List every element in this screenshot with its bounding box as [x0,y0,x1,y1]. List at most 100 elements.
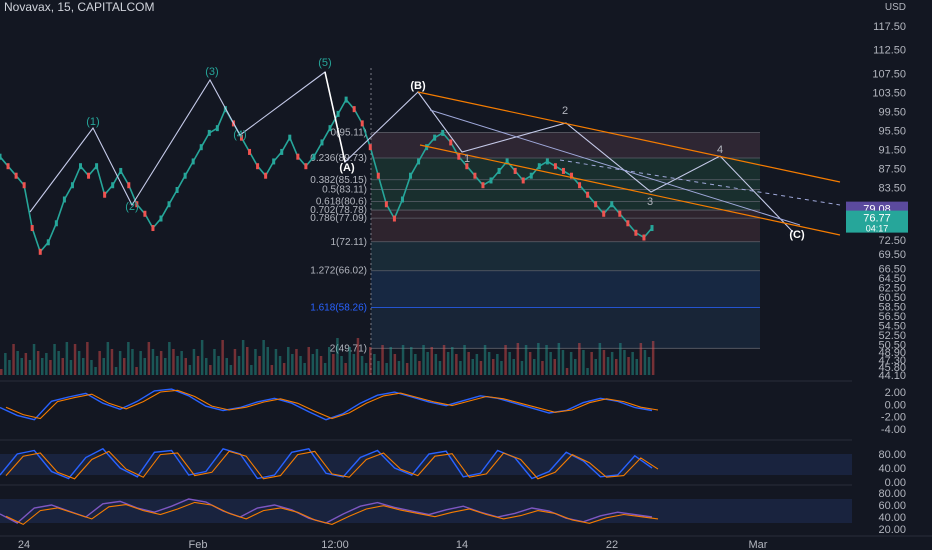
fib-level-label: 0.618(80.6) [316,196,367,207]
candle [264,172,268,179]
volume-bar [508,352,511,375]
volume-bar [295,349,298,375]
wave-label: (1) [86,116,99,128]
volume-bar [319,356,323,375]
fib-zone [371,189,760,202]
volume-bar [176,356,179,375]
volume-bar [0,369,3,375]
price-tick: 45.80 [878,362,906,374]
fib-zone [371,179,760,190]
fib-zone [371,241,760,271]
fib-zone [371,210,760,219]
volume-bar [155,356,159,375]
candle [561,167,565,174]
indicator-tick: 40.00 [878,463,906,475]
volume-bar [492,359,495,375]
candle [602,210,606,217]
candle [111,182,115,189]
candle [481,182,485,189]
indicator-signal-line [5,450,659,480]
time-tick: 22 [606,539,618,550]
indicator-tick: 0.00 [885,477,906,489]
volume-bar [500,361,503,375]
volume-bar [619,343,622,375]
candle [248,148,252,155]
volume-bar [184,358,187,375]
candle [610,201,614,208]
candle [441,129,445,136]
volume-bar [344,363,347,375]
volume-bar [516,343,520,375]
candle [360,120,364,127]
price-tick: 112.50 [873,45,906,57]
volume-bar [553,359,556,375]
volume-bar [512,359,515,375]
candle [537,163,541,170]
volume-bar [381,345,384,375]
volume-bar [635,359,638,375]
volume-bar [561,350,565,375]
indicator-tick: 80.00 [878,449,906,461]
candle [586,191,590,198]
volume-bar [369,347,372,375]
volume-bar [266,347,269,375]
fib-level-label: 0.236(89.73) [310,153,367,164]
volume-bar [594,359,597,375]
candle [594,201,598,208]
volume-bar [479,361,483,375]
volume-bar [438,361,442,375]
wave-label: 2 [562,105,568,117]
volume-bar [258,356,261,375]
candle [553,163,557,170]
volume-bar [496,354,499,375]
volume-bar [188,365,192,375]
candle [433,134,437,141]
candle [642,234,646,241]
volume-bar [631,352,634,375]
volume-bar [233,349,237,375]
candle [46,239,50,246]
candle [143,210,147,217]
volume-bar [213,349,216,375]
price-tick: 72.50 [878,235,906,247]
wave-label: (4) [233,129,246,141]
volume-bar [590,352,593,375]
volume-bar [135,367,138,375]
fib-zone [371,201,760,211]
candle [0,153,2,160]
volume-bar [200,340,204,375]
volume-bar [360,356,364,375]
volume-bar [196,356,200,375]
volume-bar [69,360,73,375]
volume-bar [192,349,196,375]
candle [151,225,155,232]
time-tick: 14 [456,539,468,550]
volume-bar [131,349,134,375]
volume-bar [586,368,589,375]
fib-level-label: 0.5(83.11) [322,184,367,195]
candle [489,177,493,184]
volume-bar [459,361,462,375]
volume-bar [237,356,241,375]
volume-bar [106,342,110,375]
candle [256,163,260,170]
fib-level-label: 1(72.11) [330,237,367,248]
volume-bar [610,352,614,375]
candle [449,139,453,146]
volume-bar [229,365,233,375]
candle [578,182,582,189]
volume-bar [373,354,376,375]
wave-label: (A) [339,162,355,174]
volume-bar [520,361,524,375]
candle [529,172,533,179]
candle [207,129,211,136]
volume-bar [418,361,421,375]
candle [14,172,18,179]
candle [215,125,219,132]
wave-label: 1 [464,153,470,165]
wave-label: (2) [125,201,138,213]
indicator-tick: 20.00 [878,524,906,536]
time-tick: Feb [189,539,208,550]
indicator-tick: 40.00 [878,512,906,524]
